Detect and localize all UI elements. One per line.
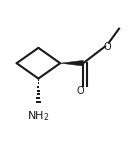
Polygon shape (60, 60, 83, 66)
Text: O: O (104, 41, 111, 52)
Text: O: O (77, 86, 84, 96)
Text: NH$_2$: NH$_2$ (27, 109, 50, 123)
